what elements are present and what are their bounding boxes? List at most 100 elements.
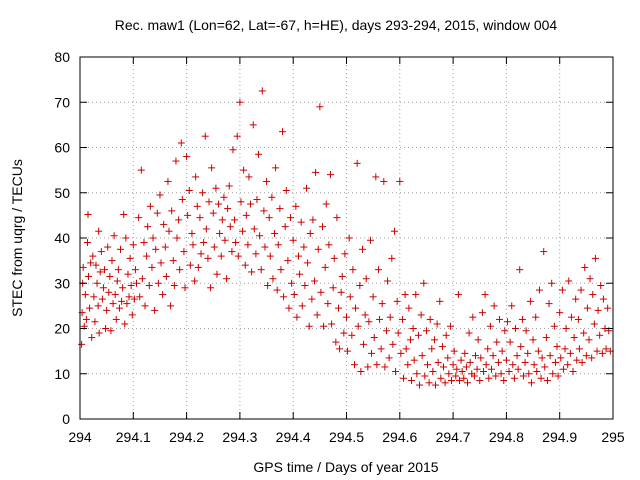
data-point xyxy=(218,216,226,224)
data-point xyxy=(428,345,436,353)
data-point xyxy=(416,381,424,389)
data-point xyxy=(223,275,231,283)
data-point xyxy=(289,236,297,244)
data-point xyxy=(176,266,184,274)
data-point xyxy=(541,363,549,371)
data-point xyxy=(437,374,445,382)
data-point xyxy=(266,252,274,260)
data-point xyxy=(474,336,482,344)
data-point xyxy=(216,229,224,237)
x-tick-label: 294.7 xyxy=(436,429,471,445)
data-point xyxy=(296,270,304,278)
data-point xyxy=(501,327,509,335)
data-point xyxy=(292,202,300,210)
data-point xyxy=(298,302,306,310)
data-point xyxy=(602,345,610,353)
data-point xyxy=(598,349,606,357)
data-point xyxy=(454,291,462,299)
y-tick-label: 50 xyxy=(54,185,70,201)
data-point xyxy=(244,241,252,249)
data-point xyxy=(386,313,394,321)
data-point xyxy=(225,182,233,190)
data-point xyxy=(228,248,236,256)
data-point xyxy=(89,252,97,260)
data-point xyxy=(145,282,153,290)
data-point xyxy=(98,295,106,303)
data-point xyxy=(236,98,244,106)
data-point xyxy=(398,315,406,323)
data-point xyxy=(177,139,185,147)
y-tick-label: 40 xyxy=(54,230,70,246)
chart-title: Rec. maw1 (Lon=62, Lat=-67, h=HE), days … xyxy=(115,17,558,33)
data-point xyxy=(189,241,197,249)
data-point xyxy=(162,272,170,280)
data-point xyxy=(237,198,245,206)
data-point xyxy=(297,218,305,226)
data-point xyxy=(188,229,196,237)
data-point xyxy=(522,327,530,335)
data-point xyxy=(361,311,369,319)
data-point xyxy=(180,248,188,256)
data-point xyxy=(530,361,538,369)
data-point xyxy=(404,361,412,369)
data-point xyxy=(410,356,418,364)
data-point xyxy=(450,347,458,355)
data-point xyxy=(401,291,409,299)
data-point xyxy=(338,272,346,280)
data-point xyxy=(153,209,161,217)
data-point xyxy=(559,365,567,373)
data-point xyxy=(572,295,580,303)
data-point xyxy=(96,268,104,276)
data-point xyxy=(476,377,484,385)
data-point xyxy=(333,214,341,222)
data-point xyxy=(137,166,145,174)
data-point xyxy=(578,358,586,366)
data-point xyxy=(113,277,121,285)
data-point xyxy=(558,286,566,294)
data-point xyxy=(290,291,298,299)
data-point xyxy=(364,363,372,371)
data-point xyxy=(146,202,154,210)
data-point xyxy=(151,306,159,314)
data-point xyxy=(366,236,374,244)
data-point xyxy=(505,367,513,375)
data-point xyxy=(573,356,581,364)
data-point xyxy=(524,349,532,357)
data-point xyxy=(213,270,221,278)
data-point xyxy=(349,266,357,274)
data-point xyxy=(463,379,471,387)
data-point xyxy=(103,306,111,314)
data-point xyxy=(314,245,322,253)
data-point xyxy=(429,367,437,375)
data-point xyxy=(511,325,519,332)
data-point xyxy=(470,372,478,380)
data-point xyxy=(494,358,502,366)
data-point xyxy=(332,338,340,346)
data-point xyxy=(381,363,389,371)
data-point xyxy=(510,374,518,382)
data-point xyxy=(409,325,417,332)
x-tick-label: 294.6 xyxy=(382,429,417,445)
data-point xyxy=(534,347,542,355)
data-point xyxy=(117,245,125,253)
data-point xyxy=(457,356,465,364)
data-point xyxy=(207,284,215,292)
data-point xyxy=(369,293,377,301)
data-point xyxy=(94,302,102,310)
data-point xyxy=(402,345,410,353)
data-point xyxy=(570,334,578,342)
data-point xyxy=(502,356,510,364)
data-point xyxy=(330,254,338,262)
data-point xyxy=(277,266,285,274)
data-point xyxy=(193,202,201,210)
data-point xyxy=(141,302,149,310)
data-point xyxy=(169,257,177,265)
data-point xyxy=(185,186,193,194)
data-point xyxy=(301,282,309,290)
data-point xyxy=(208,164,216,172)
data-point xyxy=(425,379,433,387)
data-point xyxy=(368,349,376,357)
data-point xyxy=(245,173,253,181)
data-point xyxy=(105,288,113,296)
data-point xyxy=(557,354,565,362)
